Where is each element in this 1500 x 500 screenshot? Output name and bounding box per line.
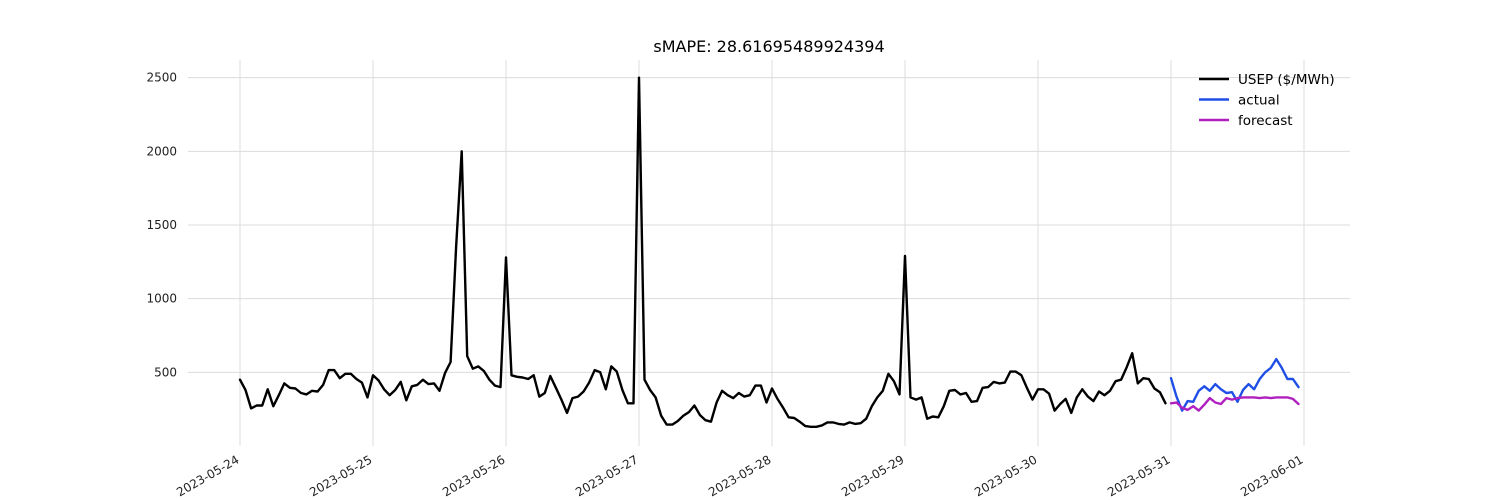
- x-tick-label: 2023-05-30: [972, 452, 1039, 499]
- series-lines: [238, 76, 1300, 428]
- y-tick-label: 500: [154, 365, 177, 379]
- series-line-3: [1169, 396, 1300, 412]
- x-tick-label: 2023-05-27: [573, 452, 640, 499]
- grid-lines: [188, 60, 1350, 446]
- axis-ticks: 500 1000 1500 2000 2500 2023-05-24 2023-05-25 2…: [146, 71, 1305, 500]
- y-tick-label: 2000: [146, 144, 177, 158]
- legend: USEP ($/MWh) actual forecast: [1199, 72, 1335, 129]
- x-tick-label: 2023-05-29: [839, 452, 906, 499]
- x-tick-label: 2023-05-26: [440, 452, 507, 499]
- series-line-1: [238, 76, 1167, 428]
- legend-label: forecast: [1238, 113, 1293, 129]
- legend-label: USEP ($/MWh): [1238, 72, 1335, 88]
- x-tick-label: 2023-05-31: [1105, 452, 1172, 499]
- x-tick-label: 2023-05-28: [706, 452, 773, 499]
- y-tick-label: 1000: [146, 292, 177, 306]
- x-tick-label: 2023-05-25: [307, 452, 374, 499]
- chart-title: sMAPE: 28.61695489924394: [653, 37, 884, 56]
- series-line-2: [1169, 357, 1300, 412]
- x-tick-label: 2023-06-01: [1238, 452, 1305, 499]
- y-tick-label: 1500: [146, 218, 177, 232]
- y-tick-label: 2500: [146, 71, 177, 85]
- legend-label: actual: [1238, 93, 1280, 109]
- x-tick-label: 2023-05-24: [174, 452, 241, 499]
